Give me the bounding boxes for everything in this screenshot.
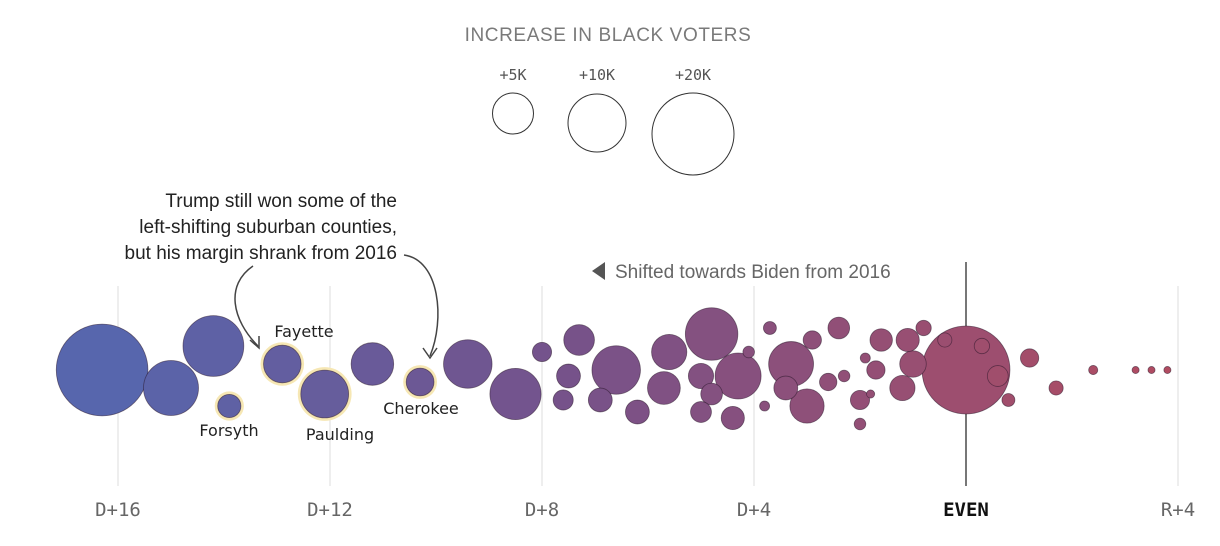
bubble xyxy=(647,371,681,405)
bubble xyxy=(552,389,574,411)
bubble xyxy=(866,360,886,380)
bubble xyxy=(690,401,712,423)
x-tick-label: R+4 xyxy=(1161,499,1195,521)
annotation-arrowhead-right xyxy=(422,347,438,360)
bubble xyxy=(1088,365,1099,375)
bubble-paulding xyxy=(300,369,350,419)
bubble xyxy=(700,382,723,406)
bubble xyxy=(350,342,395,386)
size-legend-circle xyxy=(651,92,735,176)
bubble xyxy=(1048,380,1064,396)
bubble xyxy=(1163,366,1172,374)
bubble xyxy=(684,307,739,361)
bubble xyxy=(742,345,755,359)
bubble xyxy=(443,339,493,389)
bubble xyxy=(714,352,762,400)
county-label-cherokee: Cherokee xyxy=(383,399,459,418)
bubble xyxy=(591,345,641,395)
x-tick-label: D+8 xyxy=(525,499,559,521)
bubble xyxy=(915,319,932,337)
size-legend-circle xyxy=(567,93,627,153)
bubble xyxy=(789,388,825,424)
bubble-fayette xyxy=(263,344,302,384)
size-legend-label: +5K xyxy=(499,66,526,84)
county-label-paulding: Paulding xyxy=(306,425,374,444)
bubble xyxy=(625,399,650,425)
bubble xyxy=(489,367,542,421)
bubble xyxy=(827,316,851,340)
county-label-fayette: Fayette xyxy=(274,322,333,341)
annotation-arrowhead-left xyxy=(249,336,260,350)
bubble xyxy=(563,324,595,356)
bubble xyxy=(182,315,245,377)
bubble xyxy=(849,389,871,411)
x-axis: D+16 D+12 D+8 D+4 EVEN R+4 xyxy=(95,499,1195,521)
bubble xyxy=(819,372,838,392)
bubble xyxy=(802,330,822,350)
bubble xyxy=(1020,348,1040,368)
bubble xyxy=(889,374,916,402)
bubble xyxy=(687,362,715,390)
annotation-line-3: but his margin shrank from 2016 xyxy=(125,243,397,264)
bubble xyxy=(937,332,953,348)
bubble xyxy=(986,365,1009,387)
x-tick-label: D+12 xyxy=(307,499,353,521)
bubble xyxy=(895,328,920,352)
bubble xyxy=(587,387,613,413)
bubble xyxy=(55,323,149,417)
bubble xyxy=(556,363,581,389)
x-tick-label: D+16 xyxy=(95,499,141,521)
bubble xyxy=(899,350,927,378)
bubble xyxy=(759,400,771,412)
bubble xyxy=(773,375,799,401)
shift-label: Shifted towards Biden from 2016 xyxy=(615,262,891,283)
shift-arrow-icon xyxy=(592,262,605,280)
annotation-arrow-right xyxy=(403,254,439,357)
bubble xyxy=(869,328,893,352)
bubble xyxy=(1001,393,1016,407)
bubbles xyxy=(55,307,1172,431)
bubble xyxy=(1147,366,1156,374)
annotation-line-2: left-shifting suburban counties, xyxy=(139,217,397,238)
bubble xyxy=(837,369,851,383)
size-legend-label: +10K xyxy=(579,66,615,84)
bubble xyxy=(143,360,199,416)
size-legend-circle xyxy=(492,92,534,135)
size-legend: +5K +10K +20K xyxy=(492,66,735,176)
bubble xyxy=(866,389,876,399)
bubble-forsyth xyxy=(217,394,242,418)
bubble xyxy=(973,337,990,355)
annotation-arrow-left xyxy=(234,265,259,347)
size-legend-label: +20K xyxy=(675,66,711,84)
county-label-forsyth: Forsyth xyxy=(199,421,258,440)
bubble xyxy=(651,333,688,371)
bubble xyxy=(531,341,553,363)
x-tick-label: D+4 xyxy=(737,499,771,521)
bubble xyxy=(763,321,777,335)
bubble-cherokee xyxy=(405,367,435,397)
chart-title: INCREASE IN BLACK VOTERS xyxy=(465,25,752,46)
x-tick-label: EVEN xyxy=(943,499,989,521)
bubble xyxy=(859,352,871,364)
bubble xyxy=(853,417,867,431)
bubble xyxy=(1131,366,1140,374)
annotation-line-1: Trump still won some of the xyxy=(165,191,397,212)
bubble xyxy=(720,406,745,430)
